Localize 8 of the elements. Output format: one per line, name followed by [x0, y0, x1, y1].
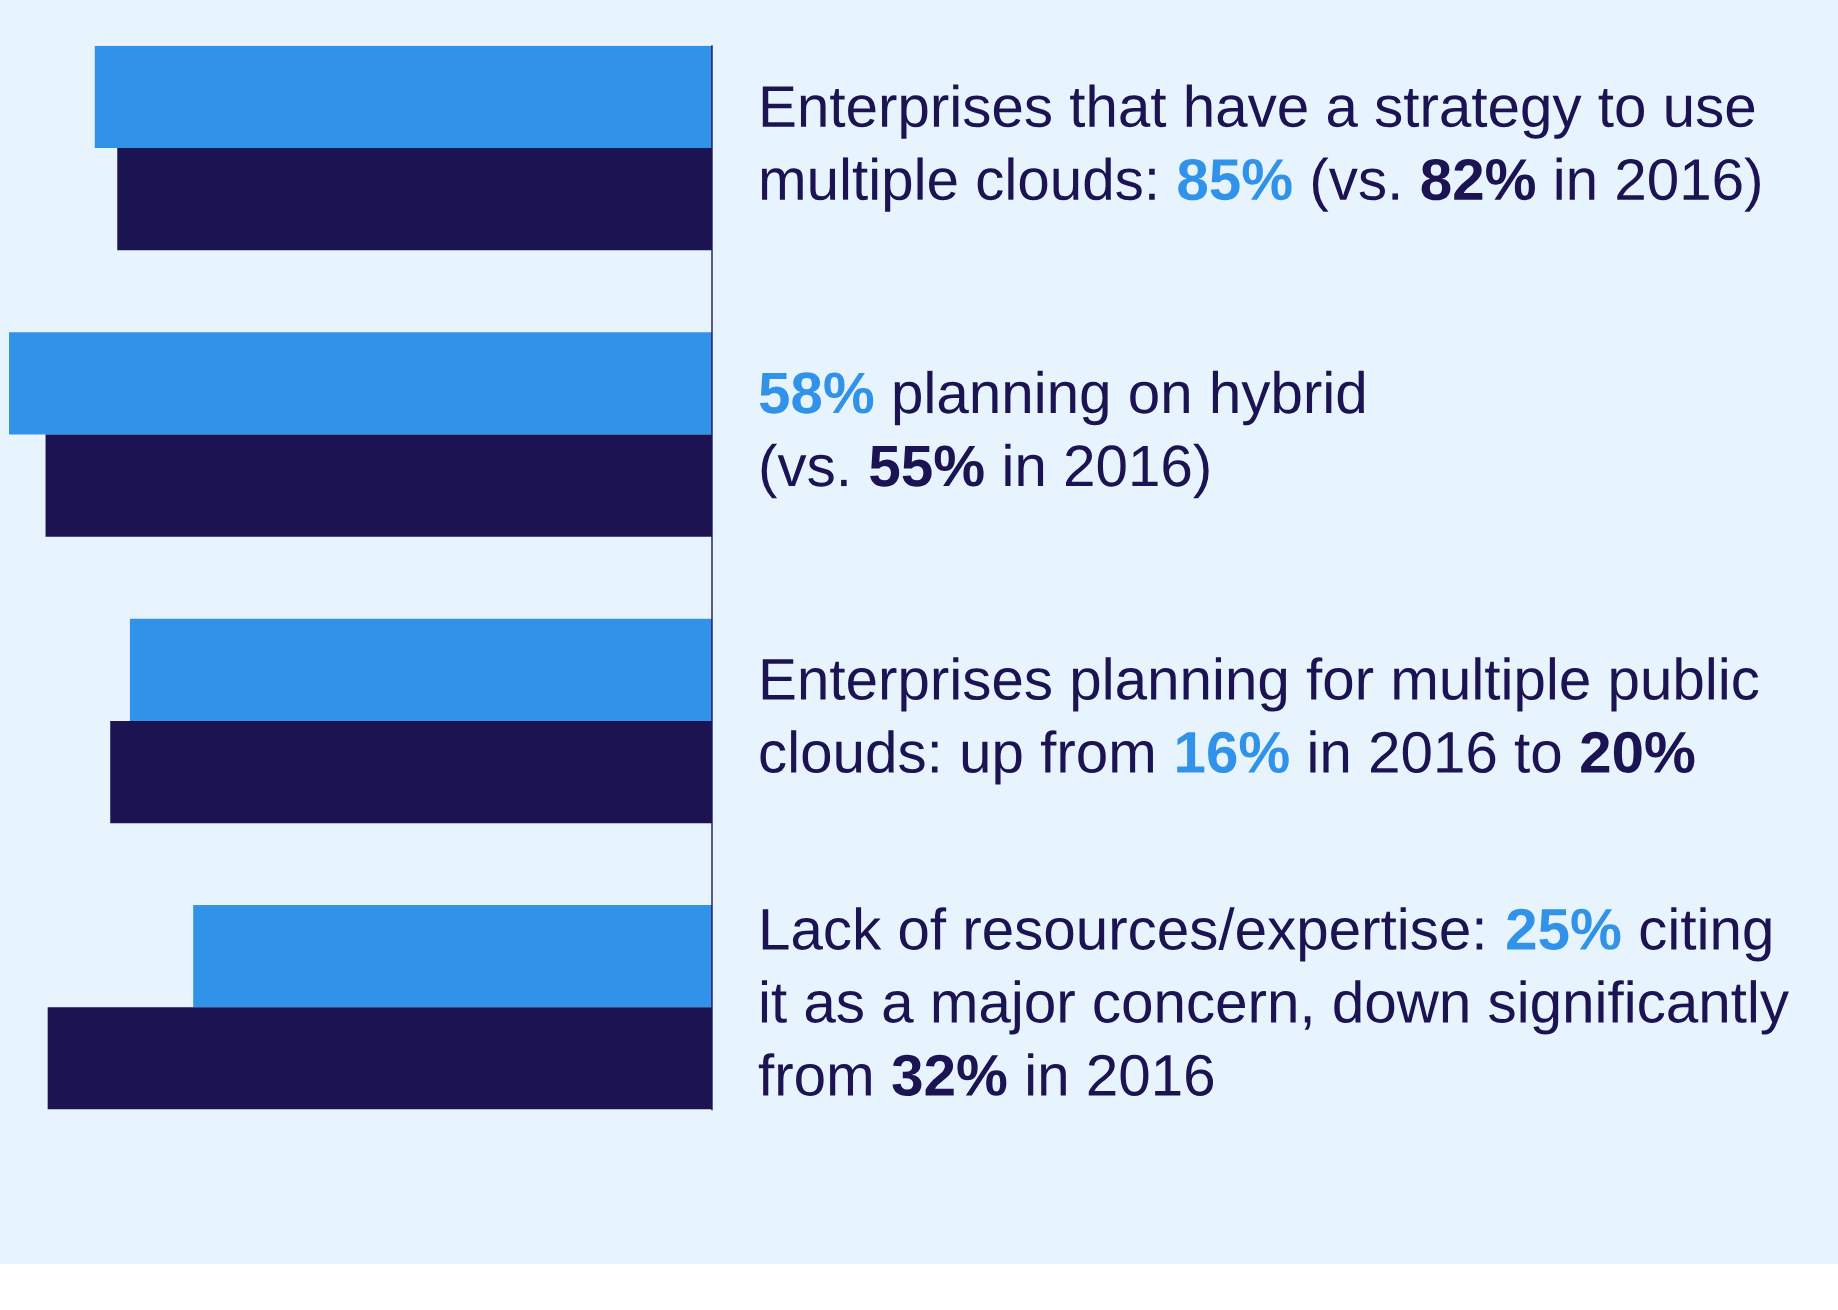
bar [94, 45, 712, 149]
bar [193, 905, 712, 1008]
y-tick-label: Lack of resources/expertise: 25% citing it as a major concern, down significantly from 32% in 2016 [758, 907, 1789, 1097]
y-tick-label: Enterprises planning for multiple public clouds: up from 16% in 2016 to 20% [760, 657, 1759, 785]
y-tick-label: Enterprises that have a strategy to use multiple clouds: 85% (vs. 82% in 2016) [761, 84, 1760, 212]
bar [9, 332, 712, 435]
bar [129, 618, 712, 721]
y-tick-label: 58% planning on hybrid (vs. 55% in 2016) [759, 370, 1364, 499]
